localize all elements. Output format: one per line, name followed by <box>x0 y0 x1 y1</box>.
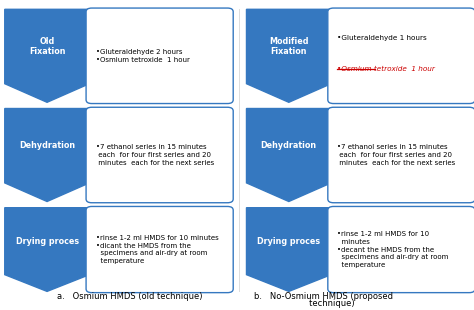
Text: Modified
Fixation: Modified Fixation <box>269 37 309 56</box>
Text: •7 ethanol series in 15 minutes
 each  for four first series and 20
 minutes  ea: •7 ethanol series in 15 minutes each for… <box>96 144 214 166</box>
Text: technique): technique) <box>254 299 354 308</box>
Text: Drying proces: Drying proces <box>257 237 320 246</box>
Text: •Osmium tetroxide  1 hour: •Osmium tetroxide 1 hour <box>337 66 435 72</box>
Text: Old
Fixation: Old Fixation <box>29 37 65 56</box>
Text: •Gluteraldehyde 2 hours
•Osmium tetroxide  1 hour: •Gluteraldehyde 2 hours •Osmium tetroxid… <box>96 49 190 63</box>
Text: a.   Osmium HMDS (old technique): a. Osmium HMDS (old technique) <box>57 292 202 301</box>
Polygon shape <box>5 208 90 291</box>
Text: •Gluteraldehyde 1 hours: •Gluteraldehyde 1 hours <box>337 35 427 41</box>
Text: •7 ethanol series in 15 minutes
 each  for four first series and 20
 minutes  ea: •7 ethanol series in 15 minutes each for… <box>337 144 456 166</box>
Text: •rinse 1-2 ml HMDS for 10
  minutes
•decant the HMDS from the
  specimens and ai: •rinse 1-2 ml HMDS for 10 minutes •decan… <box>337 231 449 268</box>
FancyBboxPatch shape <box>328 206 474 293</box>
Polygon shape <box>246 9 331 102</box>
Text: Dehydration: Dehydration <box>261 141 317 150</box>
FancyBboxPatch shape <box>328 8 474 104</box>
FancyBboxPatch shape <box>328 107 474 203</box>
Polygon shape <box>246 208 331 291</box>
FancyBboxPatch shape <box>86 206 233 293</box>
Text: b.   No-Osmium HMDS (proposed: b. No-Osmium HMDS (proposed <box>254 292 392 301</box>
Text: •rinse 1-2 ml HMDS for 10 minutes
•dicant the HMDS from the
  specimens and air-: •rinse 1-2 ml HMDS for 10 minutes •dican… <box>96 235 219 264</box>
FancyBboxPatch shape <box>86 107 233 203</box>
Text: Drying proces: Drying proces <box>16 237 79 246</box>
Polygon shape <box>5 108 90 202</box>
FancyBboxPatch shape <box>86 8 233 104</box>
Text: Dehydration: Dehydration <box>19 141 75 150</box>
Polygon shape <box>246 108 331 202</box>
Polygon shape <box>5 9 90 102</box>
